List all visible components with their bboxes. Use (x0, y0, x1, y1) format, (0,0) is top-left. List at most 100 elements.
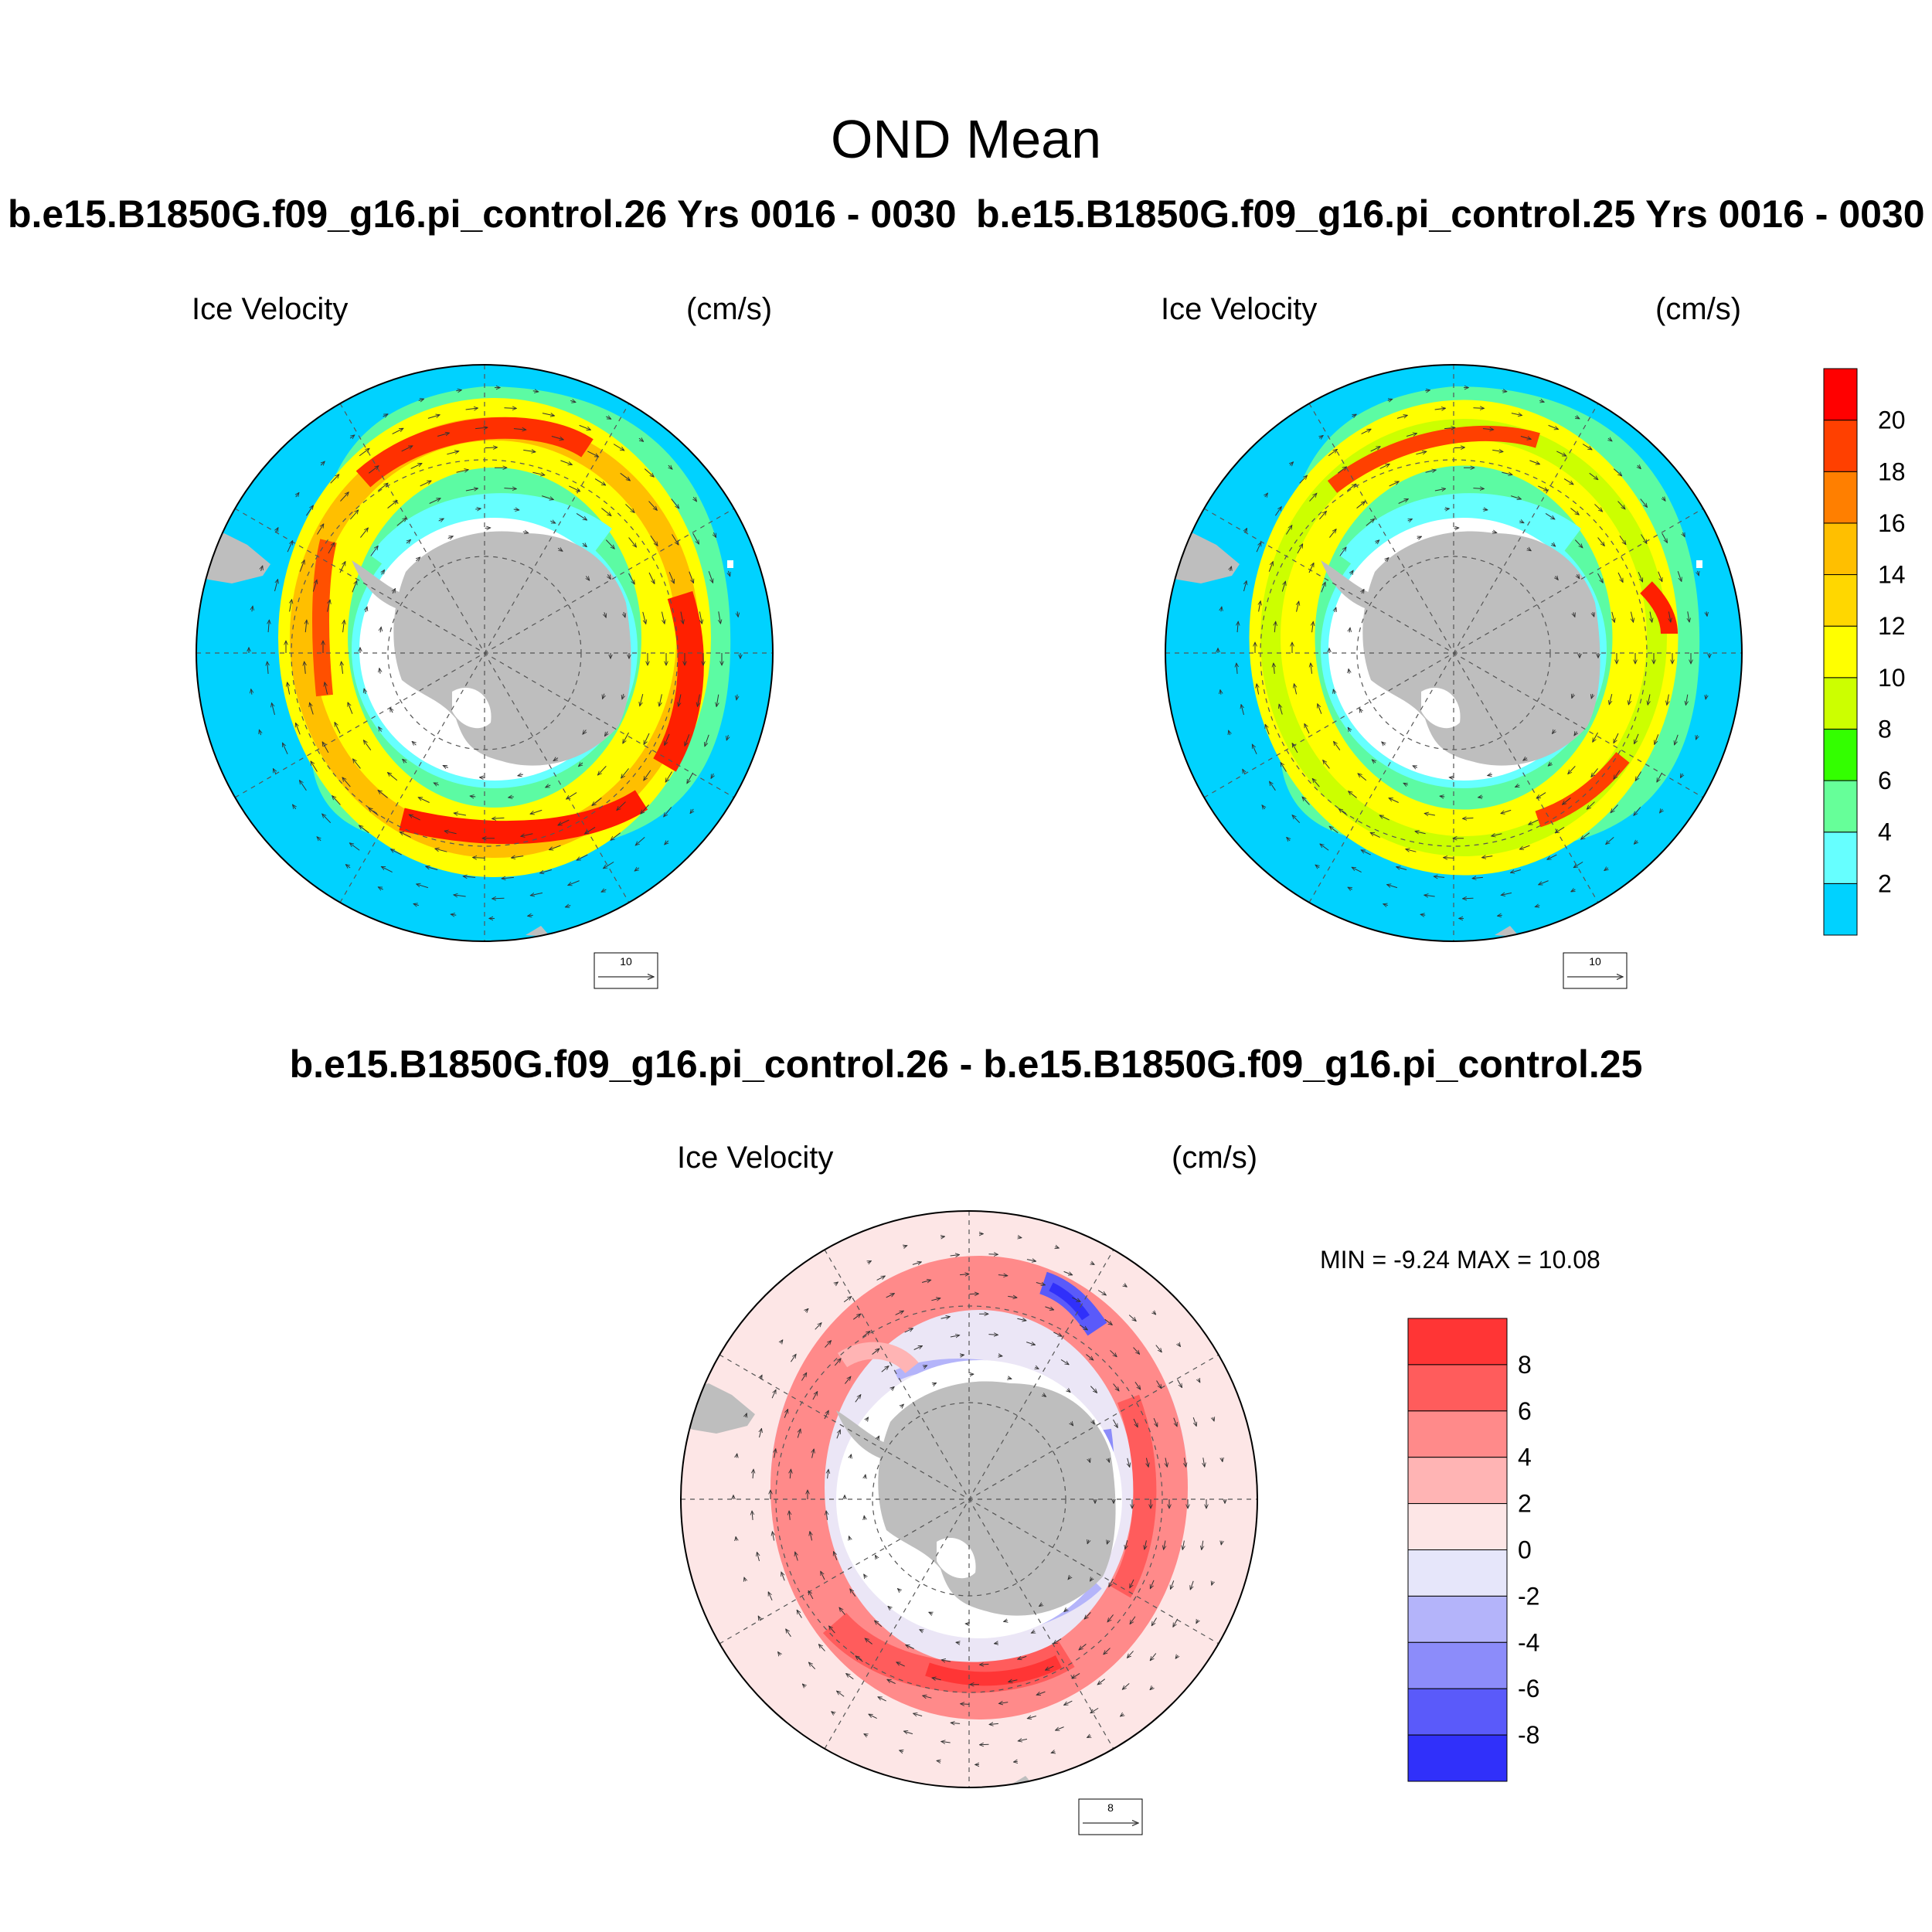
velocity-vector (931, 1298, 940, 1301)
top-colorbar-box (1823, 522, 1858, 576)
velocity-vector (569, 485, 580, 492)
velocity-vector (542, 495, 553, 500)
velocity-vector (1593, 611, 1594, 617)
velocity-vector (1539, 400, 1544, 402)
velocity-vector (560, 460, 572, 465)
panel-1-reference-vector-label: 10 (620, 955, 632, 968)
velocity-vector (1259, 601, 1261, 612)
velocity-vector (767, 1592, 773, 1600)
velocity-vector (1164, 1540, 1165, 1549)
velocity-vector (1308, 563, 1315, 573)
velocity-vector (1548, 763, 1552, 766)
velocity-vector (832, 1712, 835, 1714)
panel-3-variable-label: Ice Velocity (677, 1141, 834, 1175)
velocity-vector (1648, 694, 1650, 705)
velocity-vector (1173, 1417, 1177, 1427)
velocity-vector (1281, 763, 1287, 772)
velocity-vector (1124, 1284, 1127, 1287)
velocity-vector (364, 689, 366, 695)
velocity-vector (1573, 612, 1575, 617)
velocity-vector (1574, 539, 1583, 548)
velocity-vector (808, 1590, 814, 1600)
velocity-vector (1593, 732, 1598, 742)
velocity-vector (956, 1642, 960, 1643)
velocity-vector (1107, 1540, 1108, 1544)
velocity-vector (587, 451, 598, 457)
top-colorbar-box (1823, 883, 1858, 936)
velocity-vector (1090, 1386, 1097, 1393)
velocity-vector (1039, 1604, 1043, 1607)
velocity-vector (1262, 805, 1265, 809)
velocity-vector (1628, 694, 1631, 705)
velocity-vector (311, 761, 318, 772)
velocity-vector (1535, 906, 1540, 907)
top-colorbar-label: 20 (1878, 406, 1906, 434)
velocity-vector (1318, 511, 1326, 520)
velocity-vector (426, 866, 438, 870)
velocity-vector (273, 769, 275, 774)
velocity-vector (1198, 1379, 1199, 1383)
velocity-vector (437, 433, 449, 437)
velocity-vector (1609, 694, 1611, 705)
velocity-vector (542, 413, 555, 416)
velocity-vector (1097, 1290, 1106, 1295)
velocity-vector (1130, 1616, 1136, 1624)
velocity-vector (1251, 744, 1257, 754)
velocity-vector (1104, 1648, 1111, 1655)
velocity-vector (418, 797, 430, 803)
velocity-vector (1321, 582, 1325, 593)
velocity-vector (1454, 447, 1465, 448)
velocity-vector (518, 774, 523, 776)
velocity-vector (1488, 774, 1492, 776)
velocity-vector (368, 466, 379, 474)
velocity-vector (933, 1383, 937, 1384)
velocity-vector (1035, 1367, 1039, 1369)
velocity-vector (1571, 889, 1576, 892)
velocity-vector (1444, 858, 1454, 859)
velocity-vector (950, 1335, 960, 1337)
velocity-vector (1425, 470, 1437, 472)
velocity-vector (923, 1696, 932, 1698)
velocity-vector (791, 1354, 796, 1362)
velocity-vector (1292, 743, 1298, 753)
velocity-vector (592, 798, 602, 805)
velocity-vector (617, 801, 626, 811)
difference-colorbar-box (1407, 1364, 1508, 1412)
velocity-vector (299, 781, 307, 791)
velocity-vector (1060, 1359, 1069, 1364)
velocity-vector (342, 662, 343, 674)
velocity-vector (282, 743, 288, 754)
velocity-vector (1511, 495, 1521, 499)
top-colorbar-box (1823, 574, 1858, 627)
velocity-vector (352, 759, 361, 769)
velocity-vector (1279, 704, 1283, 715)
velocity-vector (846, 1673, 854, 1680)
velocity-vector (583, 543, 587, 547)
velocity-vector (920, 1629, 923, 1631)
velocity-vector (523, 450, 536, 451)
velocity-vector (736, 1454, 737, 1458)
difference-colorbar-box (1407, 1503, 1508, 1550)
velocity-vector (802, 1684, 805, 1687)
velocity-vector (1026, 1342, 1035, 1345)
top-colorbar-box (1823, 471, 1858, 524)
difference-colorbar-box (1407, 1734, 1508, 1782)
velocity-vector (837, 1691, 845, 1697)
velocity-vector (932, 1678, 941, 1680)
velocity-vector (306, 505, 313, 516)
velocity-vector (1473, 408, 1484, 409)
velocity-vector (752, 1511, 753, 1520)
velocity-vector (1338, 809, 1348, 816)
velocity-vector (687, 772, 694, 784)
velocity-vector (693, 496, 696, 502)
velocity-vector (382, 570, 385, 575)
velocity-vector (1127, 1651, 1134, 1658)
velocity-vector (1536, 792, 1546, 799)
velocity-vector (429, 498, 440, 504)
velocity-vector (628, 537, 637, 548)
velocity-vector (1196, 1620, 1198, 1624)
velocity-vector (1573, 861, 1583, 867)
velocity-vector (549, 845, 561, 850)
velocity-vector (1222, 1458, 1223, 1461)
velocity-vector (1398, 498, 1409, 504)
